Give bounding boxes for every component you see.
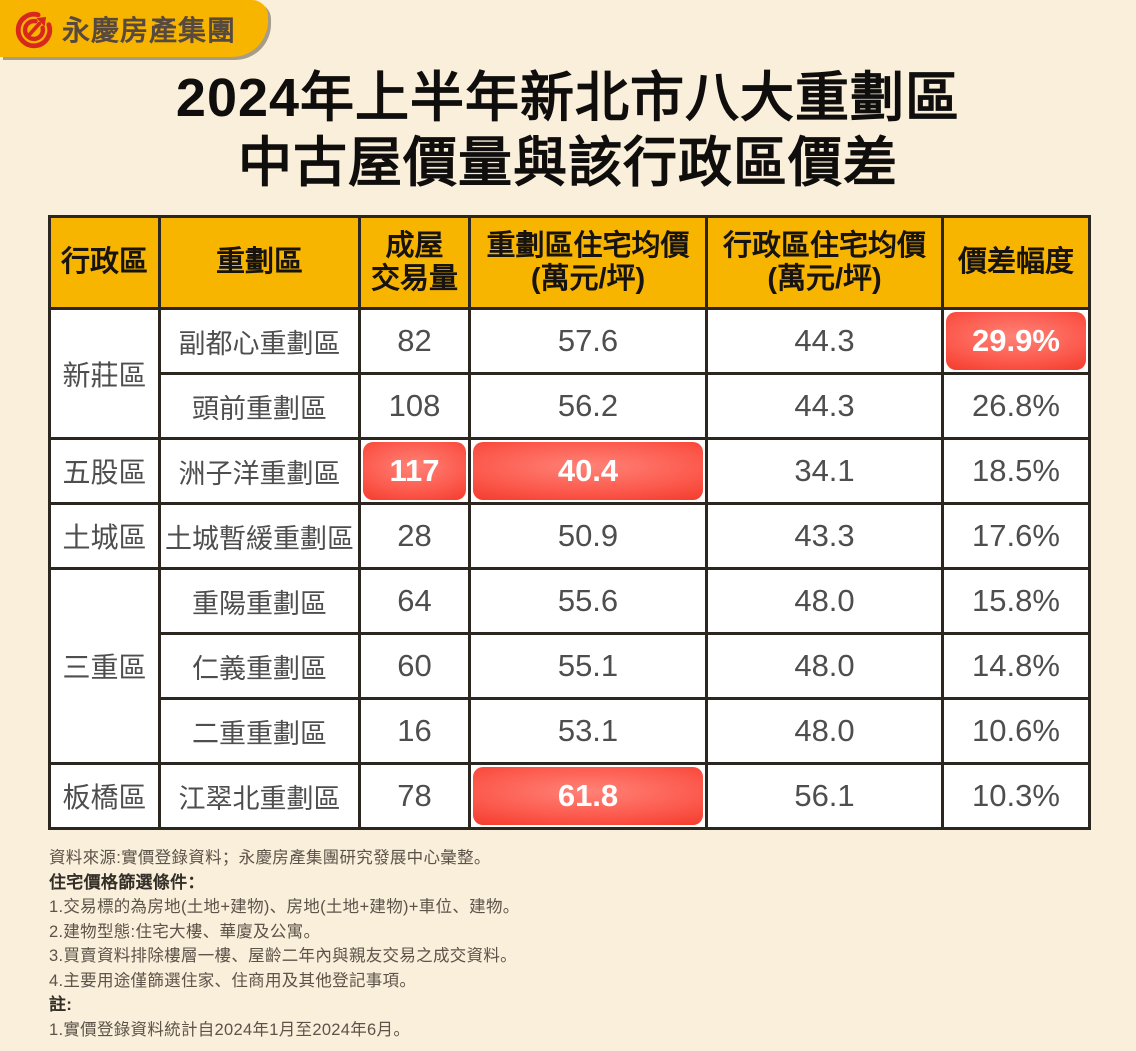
cell-gap: 15.8% <box>941 567 1091 635</box>
cell-zone-price: 61.8 <box>468 762 708 830</box>
cell-district-price: 48.0 <box>705 697 944 765</box>
cell-zone-price: 55.1 <box>468 632 708 700</box>
column-header-3: 重劃區住宅均價 (萬元/坪) <box>468 215 708 310</box>
table-row: 板橋區 江翠北重劃區 78 61.8 56.1 10.3% <box>48 762 1091 830</box>
footnote-note-item: 1.實價登錄資料統計自2024年1月至2024年6月。 <box>49 1020 411 1039</box>
cell-zone-price: 57.6 <box>468 307 708 375</box>
cell-district-price: 43.3 <box>705 502 944 570</box>
highlight-badge: 117 <box>363 442 466 500</box>
footnote-filter-item: 1.交易標的為房地(土地+建物)、房地(土地+建物)+車位、建物。 <box>49 898 520 916</box>
cell-district: 板橋區 <box>48 762 161 830</box>
footnote-note-list: 1.實價登錄資料統計自2024年1月至2024年6月。 <box>49 1018 520 1043</box>
cell-gap: 29.9% <box>941 307 1091 375</box>
data-table: 行政區 重劃區 成屋 交易量 重劃區住宅均價 (萬元/坪) 行政區住宅均價 (萬元/坪) 價差幅… <box>48 215 1091 830</box>
data-table-wrapper: 行政區 重劃區 成屋 交易量 重劃區住宅均價 (萬元/坪) 行政區住宅均價 (萬元/坪) 價差幅… <box>48 215 1091 830</box>
cell-district: 新莊區 <box>48 307 161 440</box>
cell-zone-price: 53.1 <box>468 697 708 765</box>
cell-zone-price: 40.4 <box>468 437 708 505</box>
cell-district-price: 48.0 <box>705 632 944 700</box>
column-header-5: 價差幅度 <box>941 215 1091 310</box>
footnote-source: 資料來源:實價登錄資料；永慶房產集團研究發展中心彙整。 <box>49 849 491 867</box>
footnote-filter-item: 3.買賣資料排除樓層一樓、屋齡二年內與親友交易之成交資料。 <box>49 947 517 965</box>
cell-zone-price: 55.6 <box>468 567 708 635</box>
table-row: 新莊區 副都心重劃區 82 57.6 44.3 29.9% <box>48 307 1091 440</box>
table-row: 土城區 土城暫緩重劃區 28 50.9 43.3 17.6% <box>48 502 1091 570</box>
cell-volume: 78 <box>358 762 471 830</box>
footnotes: 資料來源:實價登錄資料；永慶房產集團研究發展中心彙整。 住宅價格篩選條件： 1.… <box>49 846 520 1042</box>
table-row: 五股區 洲子洋重劃區 117 40.4 34.1 18.5% <box>48 437 1091 505</box>
header-row: 行政區 重劃區 成屋 交易量 重劃區住宅均價 (萬元/坪) 行政區住宅均價 (萬元/坪) 價差幅… <box>48 215 1091 310</box>
cell-gap: 26.8% <box>941 372 1091 440</box>
footnote-filter-list: 1.交易標的為房地(土地+建物)、房地(土地+建物)+車位、建物。 2.建物型態:… <box>49 895 520 993</box>
cell-zone: 二重重劃區 <box>158 697 361 765</box>
cell-volume: 108 <box>358 372 471 440</box>
highlight-badge: 29.9% <box>946 312 1086 370</box>
table-row: 仁義重劃區 60 55.1 48.0 14.8% <box>50 632 1091 700</box>
column-header-2: 成屋 交易量 <box>358 215 471 310</box>
cell-zone-price: 50.9 <box>468 502 708 570</box>
column-header-1: 重劃區 <box>158 215 361 310</box>
cell-volume: 28 <box>358 502 471 570</box>
cell-district: 土城區 <box>48 502 161 570</box>
logo-badge: 永慶房產集團 <box>0 0 268 57</box>
table-body: 新莊區 副都心重劃區 82 57.6 44.3 29.9% 頭前重劃區 108 56.2 44.3… <box>48 307 1091 830</box>
cell-gap: 10.3% <box>941 762 1091 830</box>
footnote-filter-item: 2.建物型態:住宅大樓、華廈及公寓。 <box>49 922 321 941</box>
cell-zone: 江翠北重劃區 <box>158 762 361 830</box>
cell-district-price: 44.3 <box>705 307 944 375</box>
cell-gap: 14.8% <box>941 632 1091 700</box>
footnote-note-title: 註: <box>49 995 73 1014</box>
table-header: 行政區 重劃區 成屋 交易量 重劃區住宅均價 (萬元/坪) 行政區住宅均價 (萬元/坪) 價差幅… <box>48 215 1091 310</box>
yungching-ring-arrow-icon <box>15 11 53 48</box>
table-row: 三重區 重陽重劃區 64 55.6 48.0 15.8% <box>48 567 1091 765</box>
cell-gap: 10.6% <box>941 697 1091 765</box>
cell-zone: 洲子洋重劃區 <box>158 437 361 505</box>
cell-district-price: 48.0 <box>705 567 944 635</box>
cell-district-price: 44.3 <box>705 372 944 440</box>
highlight-badge: 61.8 <box>473 767 703 825</box>
page-title-line2: 中古屋價量與該行政區價差 <box>238 133 898 193</box>
cell-district-price: 56.1 <box>705 762 944 830</box>
column-header-4: 行政區住宅均價 (萬元/坪) <box>705 215 944 310</box>
page-title-line1: 2024年上半年新北市八大重劃區 <box>175 68 961 128</box>
cell-zone: 重陽重劃區 <box>158 567 361 635</box>
cell-volume: 16 <box>358 697 471 765</box>
cell-zone: 頭前重劃區 <box>158 372 361 440</box>
cell-volume: 117 <box>358 437 471 505</box>
cell-volume: 82 <box>358 307 471 375</box>
column-header-0: 行政區 <box>48 215 161 310</box>
cell-zone: 土城暫緩重劃區 <box>158 502 361 570</box>
highlight-badge: 40.4 <box>473 442 703 500</box>
cell-zone: 副都心重劃區 <box>158 307 361 375</box>
cell-district-price: 34.1 <box>705 437 944 505</box>
cell-gap: 17.6% <box>941 502 1091 570</box>
cell-district: 五股區 <box>48 437 161 505</box>
company-name: 永慶房產集團 <box>62 14 237 46</box>
cell-volume: 60 <box>358 632 471 700</box>
cell-gap: 18.5% <box>941 437 1091 505</box>
table-row: 頭前重劃區 108 56.2 44.3 26.8% <box>50 372 1091 440</box>
cell-zone-price: 56.2 <box>468 372 708 440</box>
footnote-filter-item: 4.主要用途僅篩選住家、住商用及其他登記事項。 <box>49 971 417 990</box>
footnote-filter-title: 住宅價格篩選條件： <box>49 872 205 892</box>
page-title: 2024年上半年新北市八大重劃區 中古屋價量與該行政區價差 <box>0 66 1136 196</box>
cell-district: 三重區 <box>48 567 161 765</box>
cell-zone: 仁義重劃區 <box>158 632 361 700</box>
table-row: 二重重劃區 16 53.1 48.0 10.6% <box>50 697 1091 765</box>
cell-volume: 64 <box>358 567 471 635</box>
